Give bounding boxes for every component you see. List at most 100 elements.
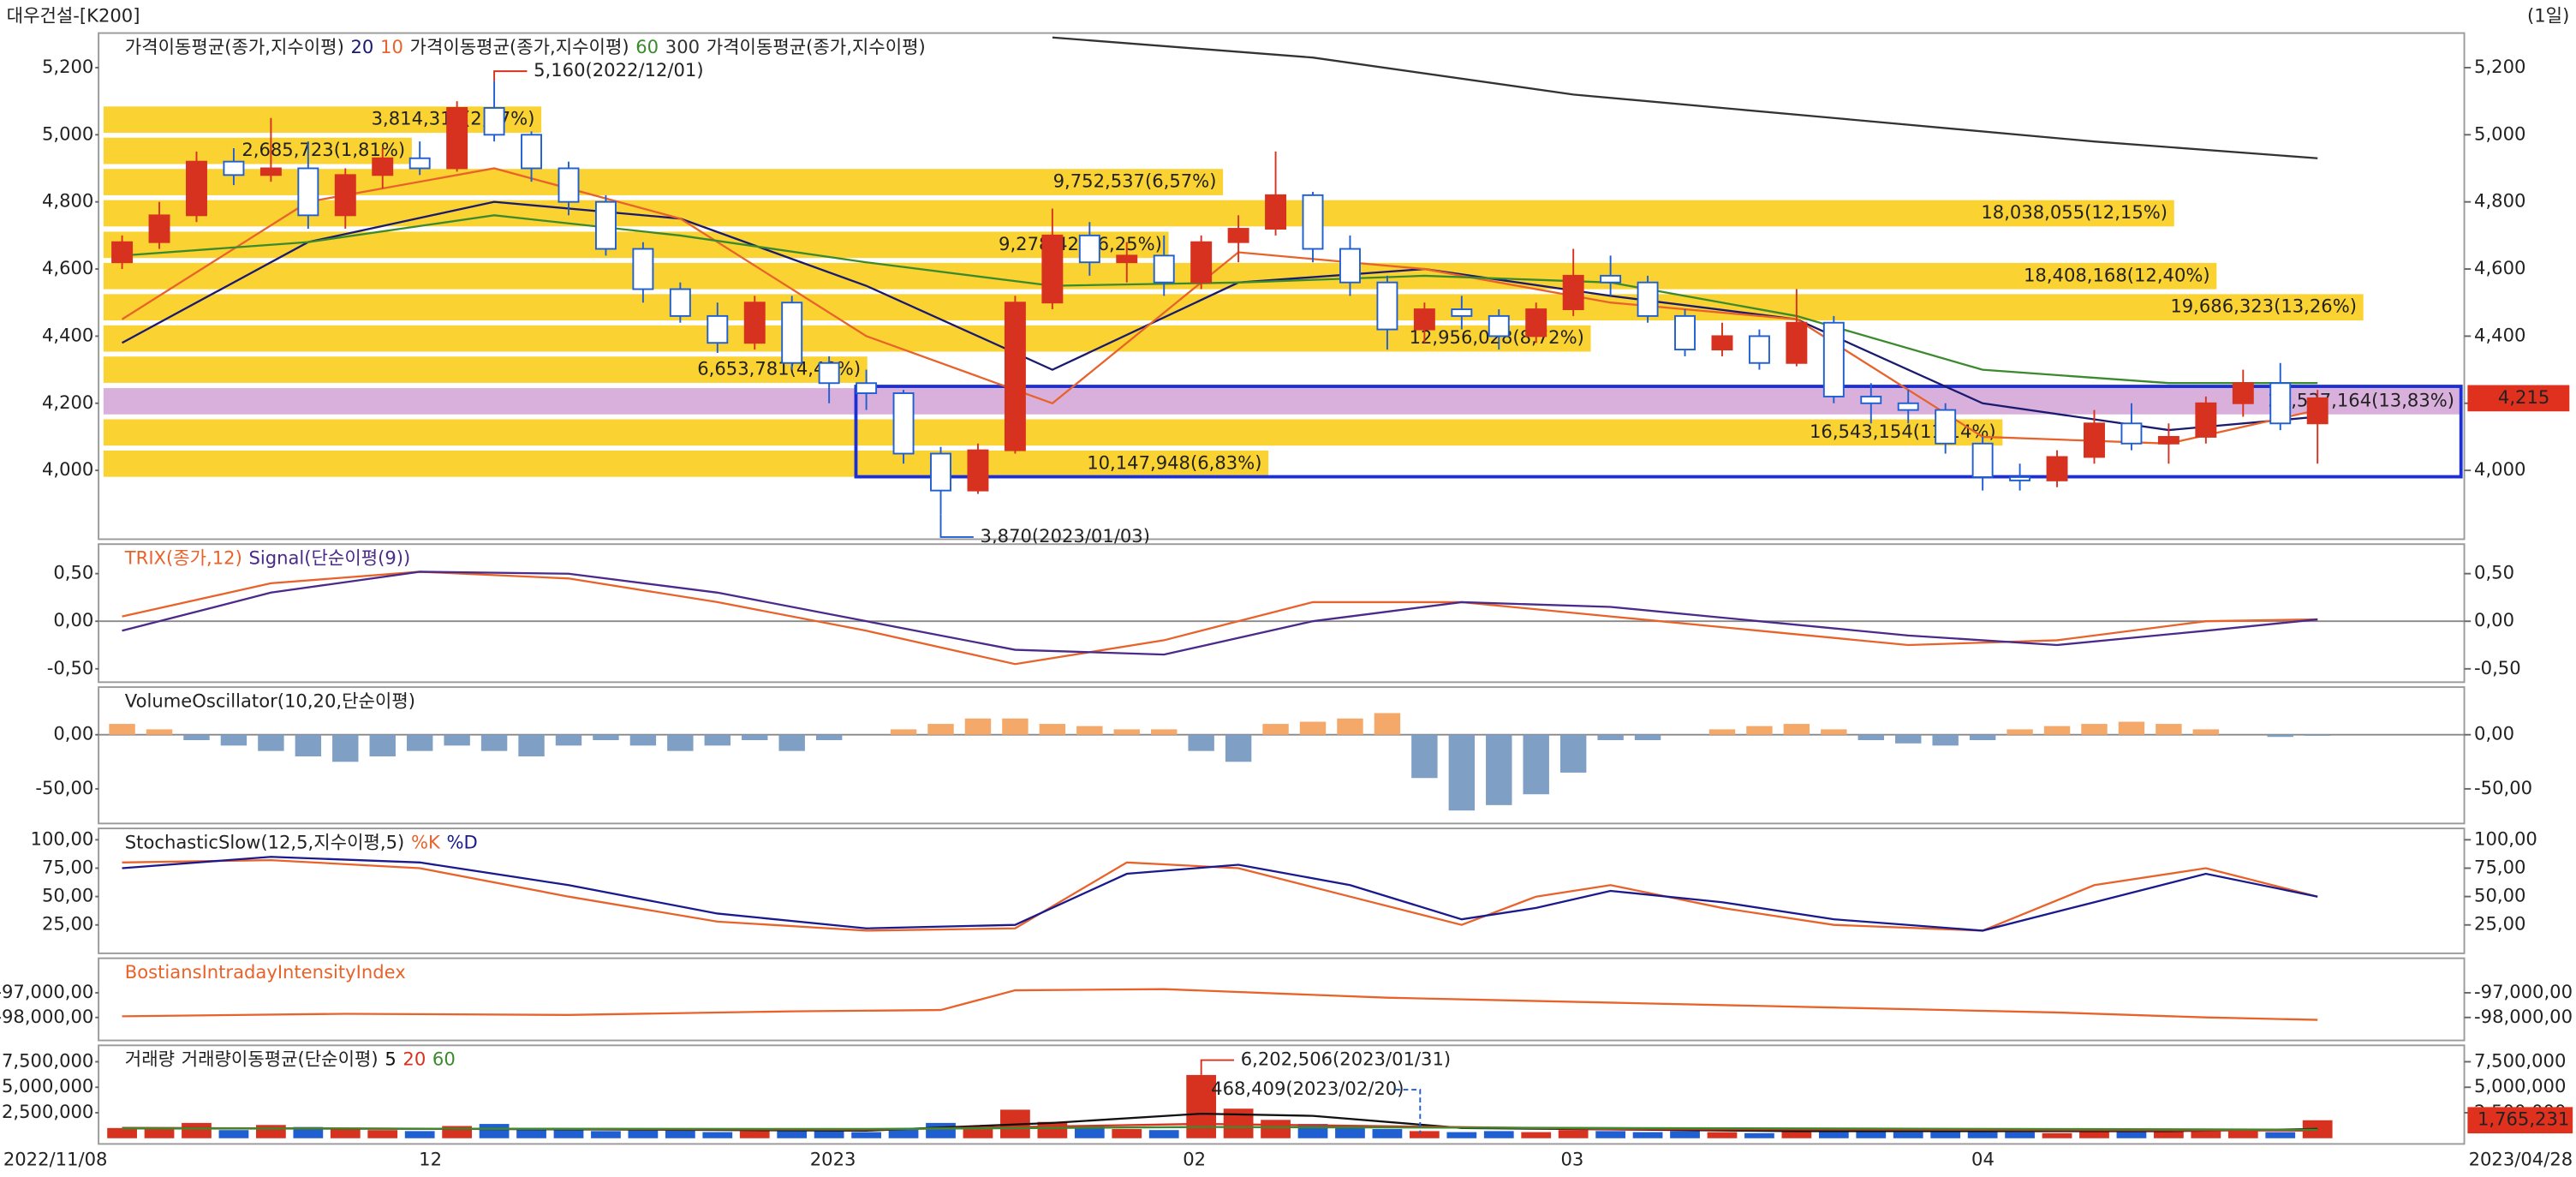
oscillator-bar [2007,729,2033,735]
volume-profile-label: 9,752,537(6,57%) [1053,170,1217,192]
candle-body [1971,442,1994,478]
volume-bar [2116,1129,2147,1138]
y-tick-label: 4,800 [42,190,93,212]
oscillator-bar [406,734,433,751]
oscillator-bar [480,734,508,751]
volume-bar [2005,1132,2035,1138]
x-axis-label: 2023 [810,1149,856,1170]
volume-bar [330,1129,361,1138]
volume-bar [107,1127,137,1138]
volume-bar [2079,1131,2109,1138]
x-axis-label: 2023/04/28 [2469,1149,2573,1170]
oscillator-bar [890,729,917,735]
candle-body [1153,254,1175,284]
y-tick-label: -98,000,00 [0,1006,93,1027]
volume-bar [2227,1129,2258,1138]
y2-tick-label: 4,000 [2474,458,2525,480]
y2-tick-label: 25,00 [2474,913,2525,935]
volume-bar [1707,1132,1738,1138]
indicator-line [122,988,2318,1021]
volume-bar [1335,1127,1365,1138]
annotation-line [1395,1089,1422,1134]
volume-profile-bar [103,388,2461,415]
legend: VolumeOscillator(10,20,단순이평) [125,690,415,711]
candle-body [892,392,915,455]
candle-body [483,107,505,136]
y2-tick-label: 0,00 [2474,609,2514,630]
candle-body [372,157,394,176]
current-volume-label: 1,765,231 [2478,1108,2569,1130]
y2-tick-label: 5,000,000 [2474,1075,2566,1096]
volume-bar [293,1126,324,1138]
oscillator-bar [332,734,359,762]
candle-body [408,157,431,170]
candle-body [1674,314,1696,351]
y2-tick-label: 4,800 [2474,190,2525,212]
oscillator-bar [1597,734,1624,741]
oscillator-bar [1374,713,1401,735]
legend: StochasticSlow(12,5,지수이평,5) %K %D [125,831,478,852]
y-tick-label: 100,00 [31,827,94,849]
candle-body [223,160,245,176]
legend: TRIX(종가,12) Signal(단순이평(9)) [124,547,410,568]
oscillator-bar [1969,734,1996,741]
x-axis-label: 02 [1183,1149,1206,1170]
oscillator-bar [964,718,992,735]
volume-bar [553,1130,584,1138]
panel-1 [98,571,2465,666]
y-tick-label: 75,00 [42,856,93,877]
panel-4 [122,988,2318,1021]
volume-bar [851,1132,881,1138]
candle-body [1562,274,1584,311]
legend: BostiansIntradayIntensityIndex [125,961,406,983]
y2-tick-label: 50,00 [2474,885,2525,906]
y2-tick-label: 7,500,000 [2474,1049,2566,1071]
oscillator-bar [1821,729,1847,735]
period: (1일) [2527,4,2569,26]
volume-profile-label: 20,537,164(13,83%) [2268,389,2454,410]
volume-bar [1930,1131,1961,1138]
y2-tick-label: 0,00 [2474,723,2514,744]
current-price-tag [2467,385,2570,412]
legend-item: 20 [351,36,374,57]
candle-body [1451,308,1473,317]
y-tick-label: 7,500,000 [2,1049,93,1071]
oscillator-bar [742,734,768,741]
oscillator-bar [1932,734,1959,746]
volume-profile-bar [103,106,542,134]
oscillator-bar [2043,726,2071,735]
oscillator-bar [555,734,582,746]
x-axis-label: 03 [1560,1149,1583,1170]
annotation-line [1200,1059,1235,1075]
legend: 거래량 거래량이동평균(단순이평) 5 20 60 [125,1049,456,1070]
volume-bar [1670,1131,1700,1138]
oscillator-bar [2192,729,2220,735]
volume-profile-bar [103,137,412,164]
candle-body [1339,248,1361,284]
volume-bar [739,1131,770,1138]
candle-body [1860,395,1882,404]
legend-item: 가격이동평균(종가,지수이평) [707,36,926,57]
candle-body [1786,321,1808,364]
indicator-line [122,1126,2318,1131]
candle-body [1748,335,1770,364]
volume-bar [702,1132,733,1138]
candle-body [111,241,134,264]
window-title: 대우건설-[K200] [7,4,140,26]
y-tick-label: 25,00 [42,913,93,935]
candle-body [669,288,691,317]
volume-bar [2154,1131,2184,1138]
y2-tick-label: -97,000,00 [2474,981,2573,1002]
candle-body [930,452,951,492]
current-price-label: 4,215 [2498,386,2549,408]
volume-profile-label: 2,685,723(1,81%) [242,139,405,160]
volume-profile-bar [103,356,868,383]
candle-body [2306,397,2329,425]
volume-bar [2265,1132,2296,1138]
volume-bar [1856,1131,1887,1138]
volume-profile-bar [103,419,2003,446]
oscillator-bar [109,724,135,735]
volume-bar [628,1129,659,1138]
oscillator-bar [1448,734,1476,811]
volume-bar [1632,1132,1663,1138]
